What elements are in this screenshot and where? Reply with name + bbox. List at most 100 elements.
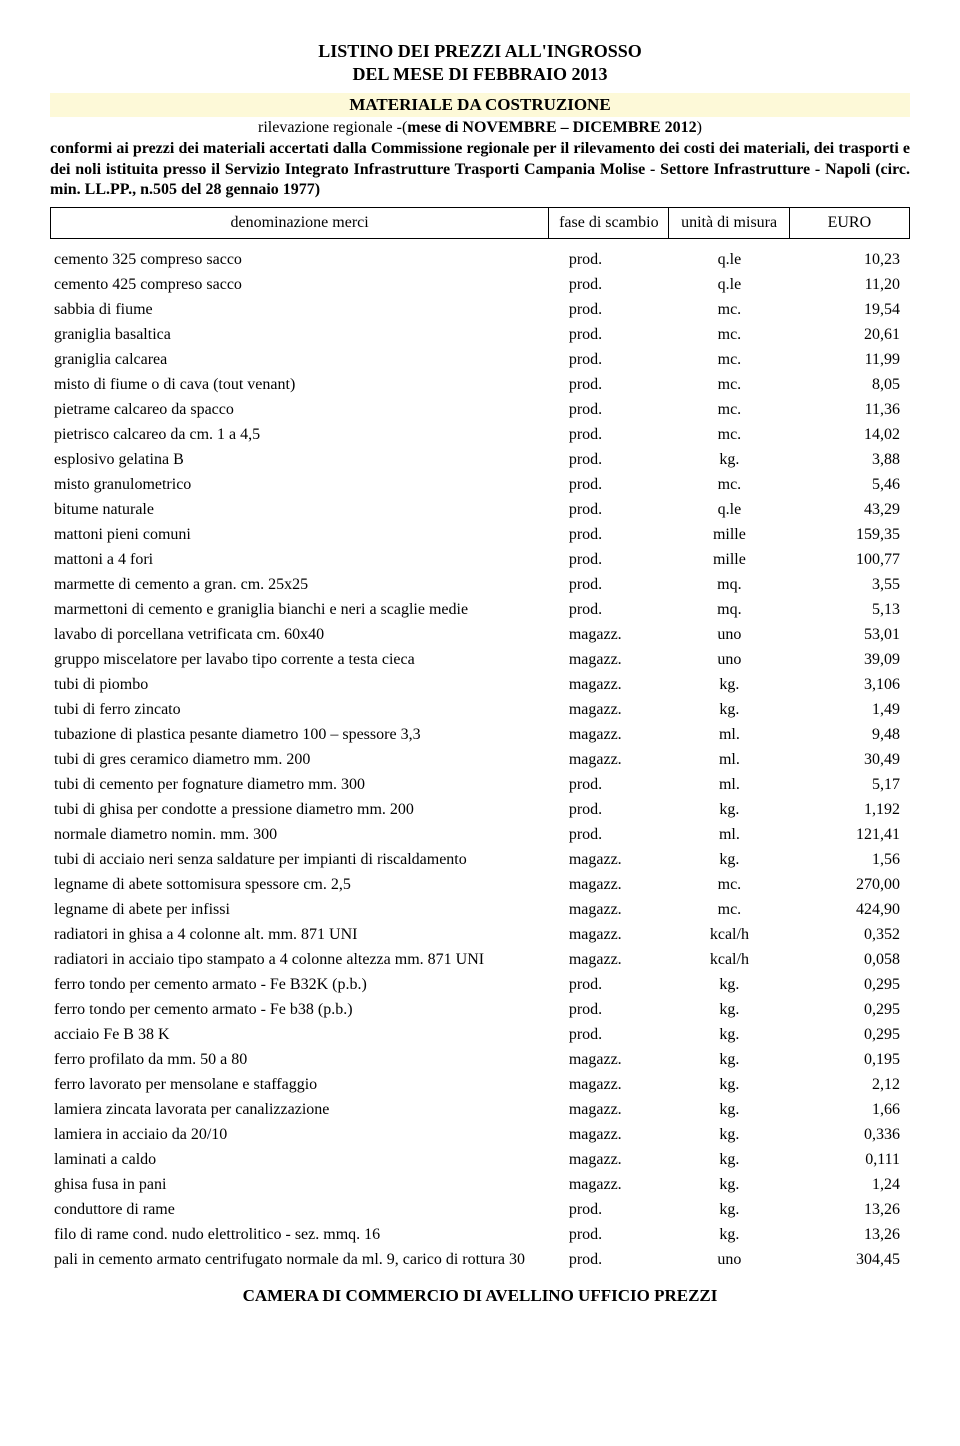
intro-paragraph: conformi ai prezzi dei materiali accerta… [50, 139, 910, 201]
cell-fase: prod. [549, 997, 669, 1022]
cell-desc: marmette di cemento a gran. cm. 25x25 [50, 572, 549, 597]
cell-price: 121,41 [790, 822, 910, 847]
table-row: pietrisco calcareo da cm. 1 a 4,5prod.mc… [50, 422, 910, 447]
cell-desc: legname di abete sottomisura spessore cm… [50, 872, 549, 897]
cell-desc: sabbia di fiume [50, 297, 549, 322]
cell-desc: normale diametro nomin. mm. 300 [50, 822, 549, 847]
cell-fase: magazz. [549, 947, 669, 972]
cell-price: 20,61 [790, 322, 910, 347]
cell-desc: cemento 325 compreso sacco [50, 247, 549, 272]
table-row: lamiera zincata lavorata per canalizzazi… [50, 1097, 910, 1122]
table-row: bitume naturaleprod.q.le43,29 [50, 497, 910, 522]
cell-price: 0,295 [790, 997, 910, 1022]
cell-unit: uno [669, 622, 789, 647]
cell-price: 0,295 [790, 972, 910, 997]
cell-desc: tubi di ghisa per condotte a pressione d… [50, 797, 549, 822]
cell-price: 270,00 [790, 872, 910, 897]
cell-desc: tubi di cemento per fognature diametro m… [50, 772, 549, 797]
subhead-suffix: ) [697, 119, 702, 136]
cell-fase: prod. [549, 397, 669, 422]
cell-unit: mc. [669, 372, 789, 397]
cell-unit: mc. [669, 897, 789, 922]
cell-fase: prod. [549, 797, 669, 822]
table-row: marmettoni di cemento e graniglia bianch… [50, 597, 910, 622]
cell-unit: kg. [669, 1022, 789, 1047]
cell-unit: mc. [669, 422, 789, 447]
table-row: graniglia basalticaprod.mc.20,61 [50, 322, 910, 347]
cell-fase: prod. [549, 572, 669, 597]
table-row: gruppo miscelatore per lavabo tipo corre… [50, 647, 910, 672]
cell-fase: magazz. [549, 1172, 669, 1197]
cell-fase: magazz. [549, 672, 669, 697]
cell-desc: tubazione di plastica pesante diametro 1… [50, 722, 549, 747]
intro-text: conformi ai prezzi dei materiali accerta… [50, 140, 910, 199]
cell-desc: marmettoni di cemento e graniglia bianch… [50, 597, 549, 622]
table-row: mattoni pieni comuniprod.mille159,35 [50, 522, 910, 547]
cell-unit: kg. [669, 997, 789, 1022]
cell-fase: prod. [549, 1222, 669, 1247]
table-row: lamiera in acciaio da 20/10magazz.kg.0,3… [50, 1122, 910, 1147]
table-row: misto di fiume o di cava (tout venant)pr… [50, 372, 910, 397]
subhead-bold: mese di NOVEMBRE – DICEMBRE 2012 [407, 119, 696, 136]
page-title: LISTINO DEI PREZZI ALL'INGROSSO DEL MESE… [50, 40, 910, 87]
table-row: cemento 325 compreso saccoprod.q.le10,23 [50, 247, 910, 272]
table-row: pietrame calcareo da spaccoprod.mc.11,36 [50, 397, 910, 422]
cell-price: 3,88 [790, 447, 910, 472]
cell-fase: magazz. [549, 1047, 669, 1072]
cell-fase: prod. [549, 1022, 669, 1047]
cell-desc: misto granulometrico [50, 472, 549, 497]
table-row: tubi di acciaio neri senza saldature per… [50, 847, 910, 872]
cell-price: 304,45 [790, 1247, 910, 1272]
cell-fase: magazz. [549, 922, 669, 947]
cell-fase: magazz. [549, 647, 669, 672]
cell-unit: kg. [669, 672, 789, 697]
table-row: ferro tondo per cemento armato - Fe B32K… [50, 972, 910, 997]
cell-fase: prod. [549, 372, 669, 397]
table-row: filo di rame cond. nudo elettrolitico - … [50, 1222, 910, 1247]
cell-price: 30,49 [790, 747, 910, 772]
cell-fase: prod. [549, 322, 669, 347]
cell-price: 0,195 [790, 1047, 910, 1072]
cell-unit: kg. [669, 847, 789, 872]
cell-fase: magazz. [549, 1147, 669, 1172]
cell-unit: mc. [669, 297, 789, 322]
cell-unit: ml. [669, 722, 789, 747]
table-row: normale diametro nomin. mm. 300prod.ml.1… [50, 822, 910, 847]
cell-price: 8,05 [790, 372, 910, 397]
cell-price: 1,56 [790, 847, 910, 872]
cell-desc: radiatori in acciaio tipo stampato a 4 c… [50, 947, 549, 972]
cell-fase: magazz. [549, 622, 669, 647]
cell-fase: magazz. [549, 747, 669, 772]
title-line-1: LISTINO DEI PREZZI ALL'INGROSSO [50, 40, 910, 63]
cell-fase: prod. [549, 522, 669, 547]
cell-unit: kg. [669, 697, 789, 722]
cell-unit: q.le [669, 272, 789, 297]
cell-price: 0,352 [790, 922, 910, 947]
cell-desc: ferro tondo per cemento armato - Fe B32K… [50, 972, 549, 997]
cell-fase: prod. [549, 1247, 669, 1272]
cell-desc: legname di abete per infissi [50, 897, 549, 922]
cell-price: 13,26 [790, 1197, 910, 1222]
cell-fase: prod. [549, 1197, 669, 1222]
section-header: MATERIALE DA COSTRUZIONE [50, 93, 910, 117]
table-row: radiatori in acciaio tipo stampato a 4 c… [50, 947, 910, 972]
cell-unit: ml. [669, 772, 789, 797]
cell-desc: ferro tondo per cemento armato - Fe b38 … [50, 997, 549, 1022]
cell-price: 5,17 [790, 772, 910, 797]
cell-unit: kg. [669, 1172, 789, 1197]
table-row: tubazione di plastica pesante diametro 1… [50, 722, 910, 747]
cell-desc: mattoni a 4 fori [50, 547, 549, 572]
cell-unit: q.le [669, 497, 789, 522]
table-row: laminati a caldomagazz.kg.0,111 [50, 1147, 910, 1172]
cell-desc: misto di fiume o di cava (tout venant) [50, 372, 549, 397]
cell-fase: prod. [549, 297, 669, 322]
cell-price: 11,36 [790, 397, 910, 422]
cell-fase: prod. [549, 422, 669, 447]
cell-unit: ml. [669, 747, 789, 772]
table-row: ferro tondo per cemento armato - Fe b38 … [50, 997, 910, 1022]
cell-price: 1,192 [790, 797, 910, 822]
cell-price: 159,35 [790, 522, 910, 547]
table-row: mattoni a 4 foriprod.mille100,77 [50, 547, 910, 572]
cell-price: 0,295 [790, 1022, 910, 1047]
cell-price: 13,26 [790, 1222, 910, 1247]
